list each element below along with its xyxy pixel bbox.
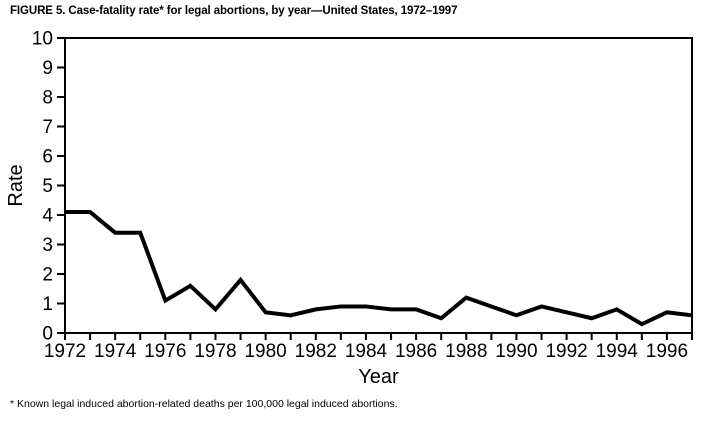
footnote: * Known legal induced abortion-related d… xyxy=(10,398,398,410)
x-axis-tick-label: 1978 xyxy=(194,341,236,362)
x-axis-tick-label: 1980 xyxy=(244,341,286,362)
y-axis-tick-label: 7 xyxy=(42,117,53,138)
y-axis-tick-label: 6 xyxy=(42,147,53,168)
x-axis-tick-label: 1992 xyxy=(545,341,587,362)
figure-title: FIGURE 5. Case-fatality rate* for legal … xyxy=(10,5,458,17)
y-axis-tick-label: 9 xyxy=(42,58,53,79)
x-axis-tick-label: 1996 xyxy=(646,341,688,362)
y-axis-tick-label: 1 xyxy=(42,294,53,315)
x-axis-tick-label: 1972 xyxy=(44,341,86,362)
case-fatality-line xyxy=(65,210,693,327)
x-axis-tick-label: 1988 xyxy=(445,341,487,362)
x-axis-tick-label: 1974 xyxy=(94,341,137,362)
x-axis-tick-label: 1994 xyxy=(596,341,639,362)
y-axis-tick-label: 2 xyxy=(42,265,53,286)
x-axis-tick-label: 1990 xyxy=(495,341,537,362)
x-axis-title: Year xyxy=(358,366,399,388)
y-axis-tick-label: 4 xyxy=(42,206,53,227)
y-axis-tick-label: 5 xyxy=(42,176,53,197)
x-axis-tick-label: 1976 xyxy=(144,341,186,362)
y-axis-tick-label: 8 xyxy=(42,88,53,109)
y-axis-title: Rate xyxy=(5,164,27,206)
y-axis-tick-label: 0 xyxy=(42,324,53,345)
x-axis-tick-label: 1986 xyxy=(395,341,437,362)
y-axis-tick-label: 3 xyxy=(42,235,53,256)
x-axis-tick-label: 1984 xyxy=(345,341,388,362)
x-axis-tick-label: 1982 xyxy=(295,341,337,362)
y-axis-tick-label: 10 xyxy=(32,29,53,50)
case-fatality-line-chart: 0 1 2 3 4 5 6 7 8 9 10 1972 1974 1976 1978 1980 1982 1984… xyxy=(5,29,693,388)
